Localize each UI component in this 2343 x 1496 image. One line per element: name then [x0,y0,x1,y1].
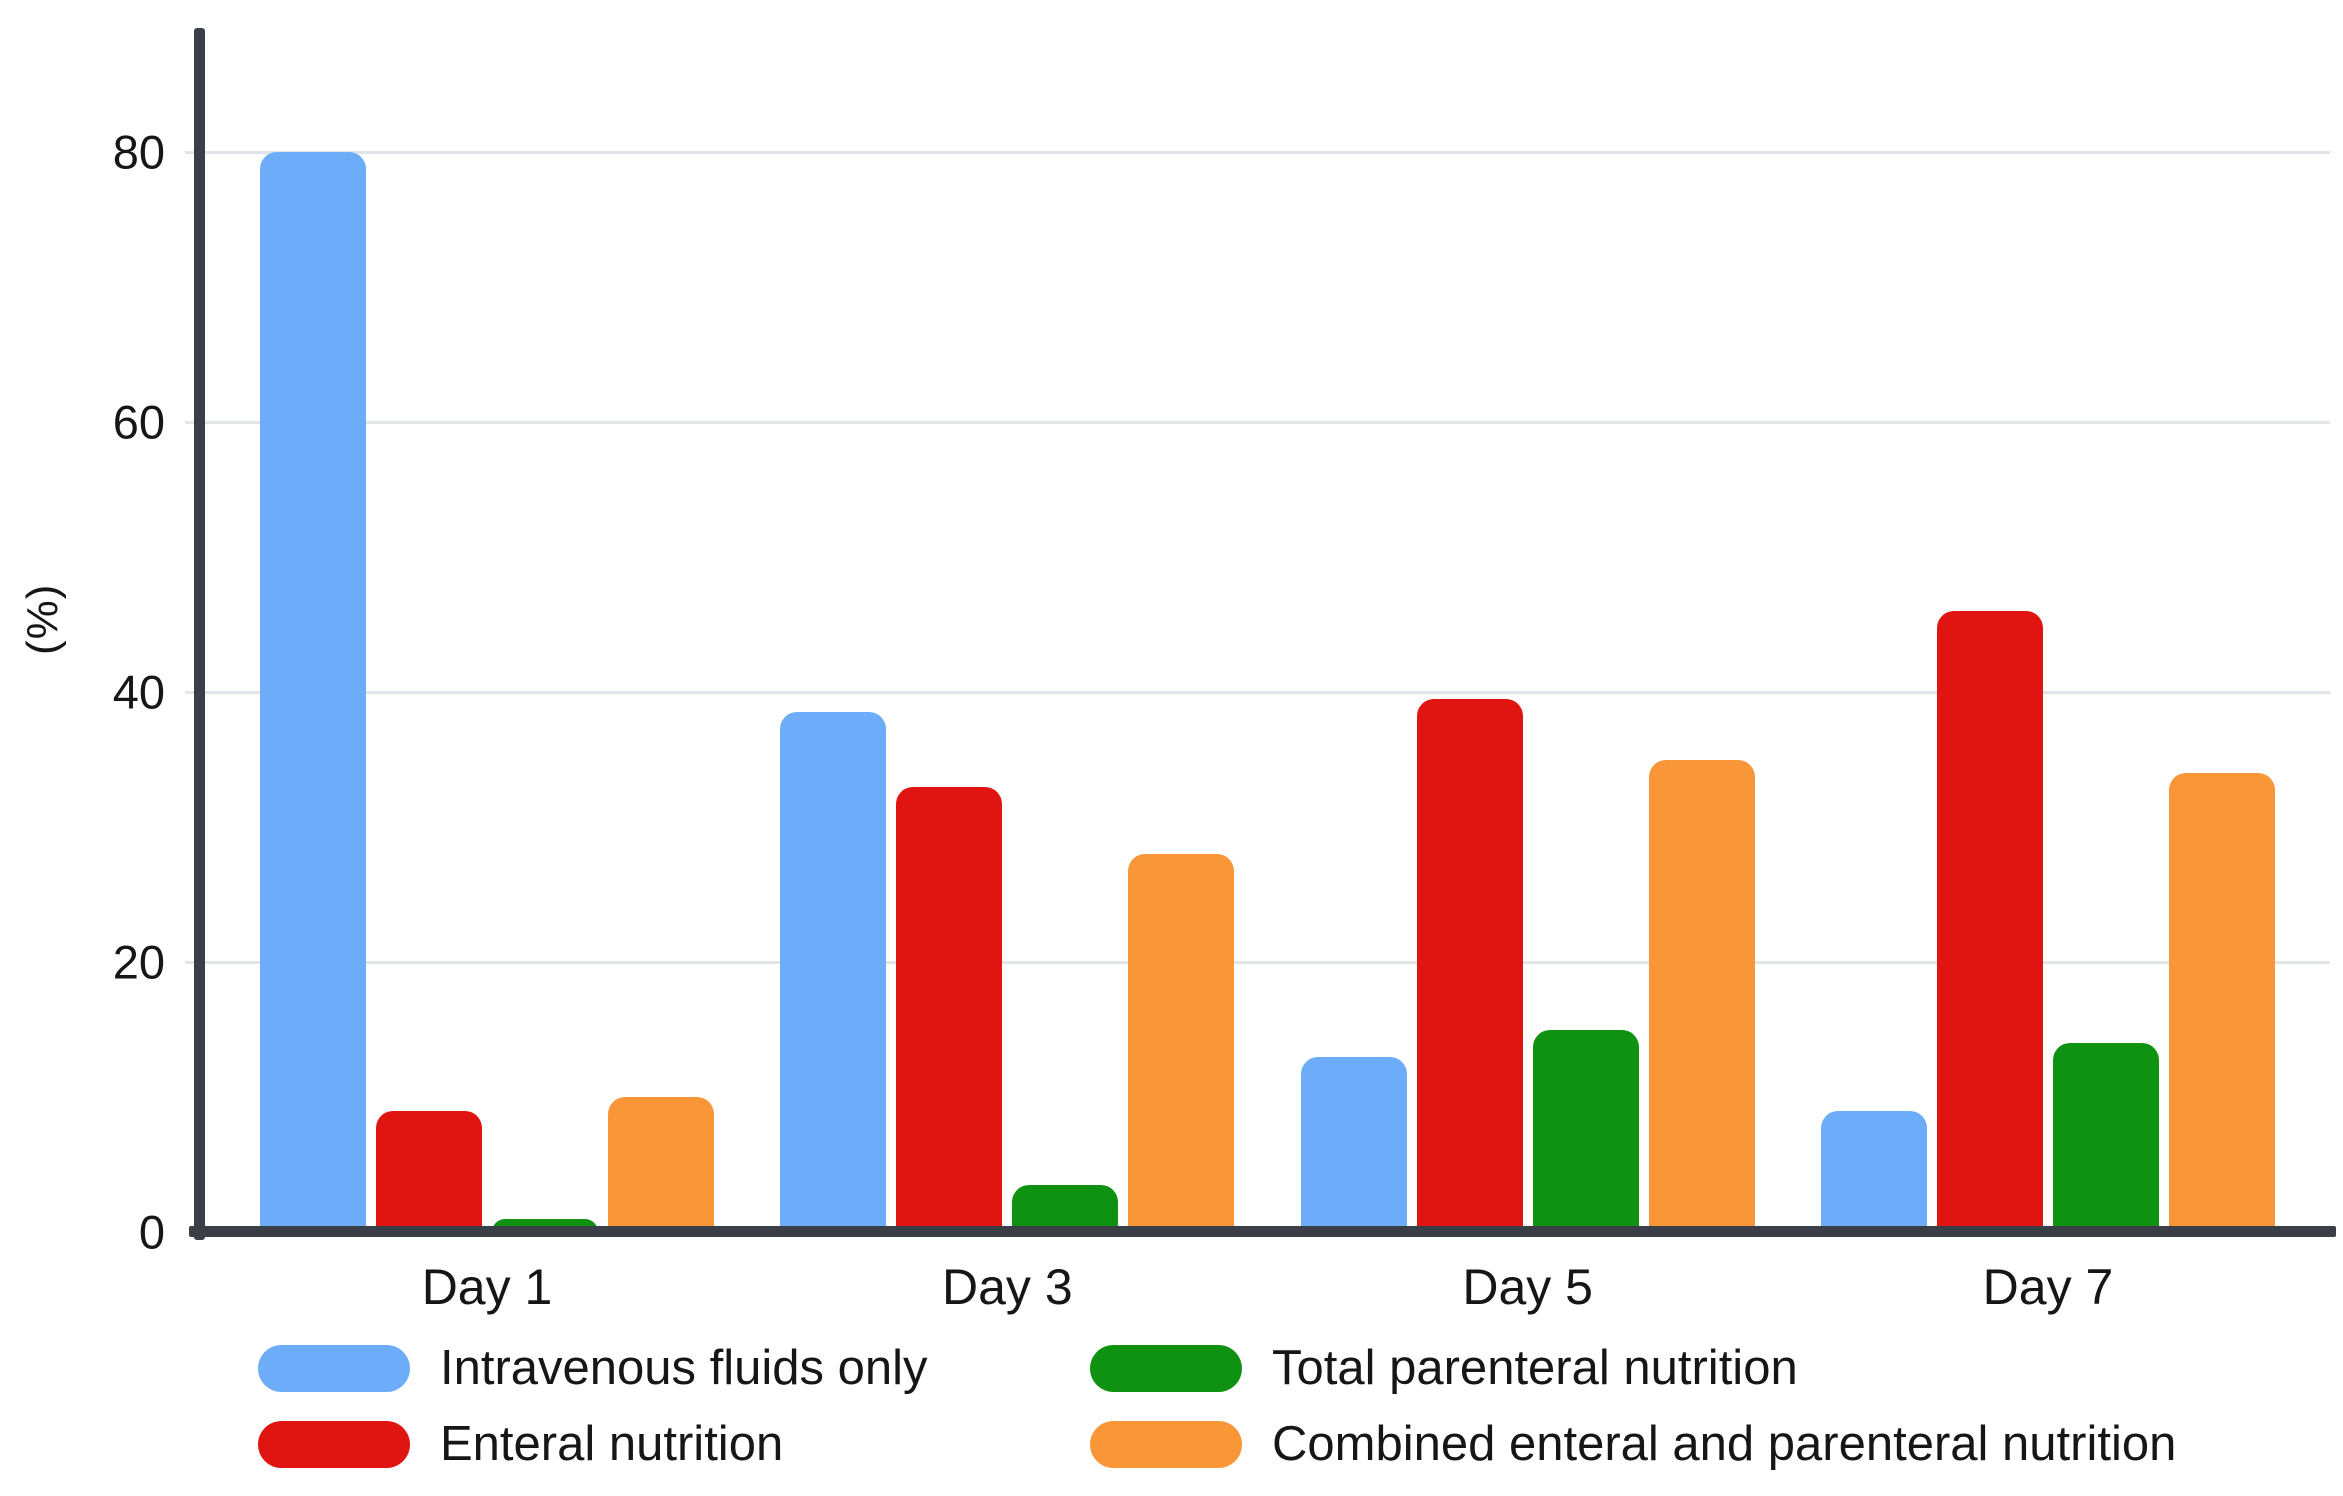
y-tick-label-20: 20 [112,935,165,989]
x-tick-label-day-7: Day 7 [1982,1259,2114,1315]
legend-column-1: Intravenous fluids only Enteral nutrition [258,1340,1090,1472]
bar-combined-enteral-and-parenteral-nutrition-day-3 [1128,854,1235,1232]
bar-intravenous-fluids-only-day-7 [1820,1110,1927,1232]
x-tick-label-day-3: Day 3 [942,1259,1073,1315]
x-tick-labels: Day 1 Day 3 Day 5 Day 7 [205,1258,2330,1316]
gridline-20 [185,960,2330,964]
legend-label: Enteral nutrition [440,1417,784,1471]
gridline-60 [185,420,2330,424]
bar-group-day-7 [1820,611,2275,1232]
legend-item-total-parenteral-nutrition: Total parenteral nutrition [1090,1340,2176,1396]
x-axis-line [189,1226,2336,1237]
x-tick-label-day-1: Day 1 [421,1259,553,1315]
legend-swatch-icon [258,1344,410,1392]
legend-item-combined-enteral-and-parenteral-nutrition: Combined enteral and parenteral nutritio… [1090,1416,2176,1472]
y-axis-title: (%) [18,583,67,655]
y-tick-label-80: 80 [112,125,165,179]
legend-swatch-icon [1090,1420,1242,1468]
legend-label: Combined enteral and parenteral nutritio… [1272,1417,2177,1471]
legend-label: Intravenous fluids only [440,1341,928,1395]
bar-group-day-5 [1300,698,1755,1232]
legend-item-intravenous-fluids-only: Intravenous fluids only [258,1340,1090,1396]
bar-groups-container [205,30,2330,1232]
bar-enteral-nutrition-day-7 [1936,611,2043,1232]
bar-enteral-nutrition-day-5 [1416,698,1523,1232]
y-tick-label-60: 60 [112,395,165,449]
plot-area: 0 20 40 60 80 [113,28,2336,1256]
legend: Intravenous fluids only Enteral nutrition… [258,1340,2323,1472]
y-tick-label-40: 40 [112,665,165,719]
bar-combined-enteral-and-parenteral-nutrition-day-7 [2168,773,2275,1232]
legend-item-enteral-nutrition: Enteral nutrition [258,1416,1090,1472]
bar-enteral-nutrition-day-1 [376,1110,482,1232]
y-axis-line [194,28,205,1240]
bar-intravenous-fluids-only-day-3 [780,712,887,1232]
legend-swatch-icon [1090,1344,1242,1392]
bar-group-day-1 [260,152,714,1232]
bar-enteral-nutrition-day-3 [896,786,1003,1232]
legend-label: Total parenteral nutrition [1272,1341,1798,1395]
bar-total-parenteral-nutrition-day-7 [2052,1043,2159,1232]
bar-intravenous-fluids-only-day-1 [260,152,366,1232]
gridline-40 [185,690,2330,694]
bar-group-day-3 [780,712,1235,1232]
bar-intravenous-fluids-only-day-5 [1300,1056,1407,1232]
y-tick-label-0: 0 [138,1205,165,1259]
bar-combined-enteral-and-parenteral-nutrition-day-5 [1648,759,1755,1232]
legend-column-2: Total parenteral nutrition Combined enter… [1090,1340,2176,1472]
gridline-80 [185,150,2330,154]
bar-combined-enteral-and-parenteral-nutrition-day-1 [608,1097,714,1232]
bar-total-parenteral-nutrition-day-3 [1012,1184,1119,1232]
legend-swatch-icon [258,1420,410,1468]
bar-total-parenteral-nutrition-day-5 [1532,1029,1639,1232]
x-tick-label-day-5: Day 5 [1462,1259,1593,1315]
